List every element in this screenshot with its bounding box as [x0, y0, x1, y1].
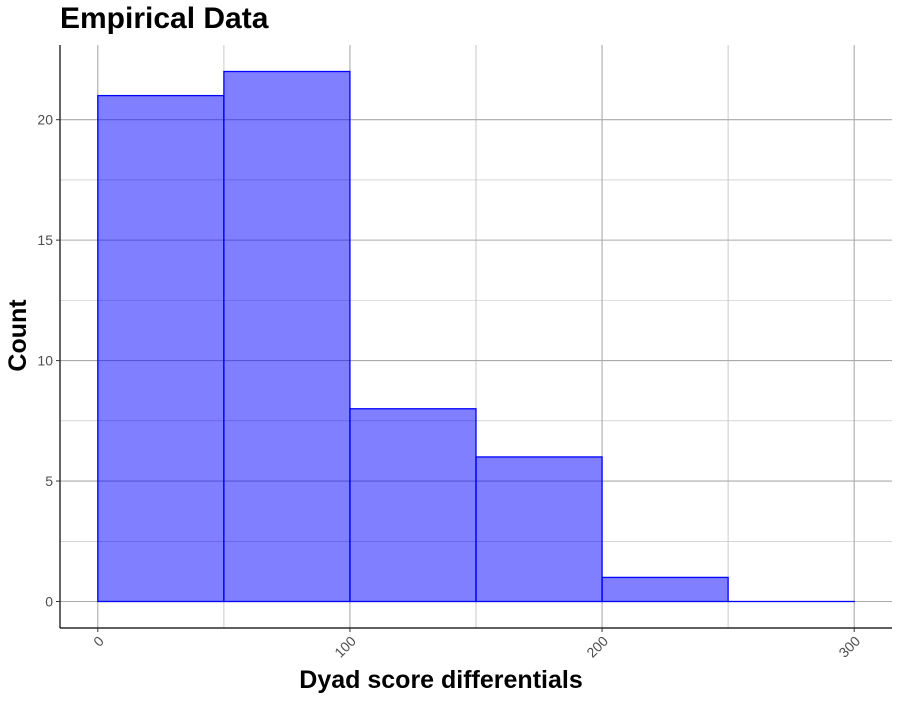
x-tick-label: 0 — [90, 633, 107, 650]
chart-title: Empirical Data — [60, 2, 268, 36]
histogram-bar — [476, 457, 602, 602]
histogram-bar — [98, 96, 224, 602]
x-tick-label: 100 — [331, 633, 359, 661]
histogram-bar — [350, 409, 476, 602]
y-axis-title: Count — [4, 299, 32, 372]
y-tick-label: 15 — [37, 232, 53, 248]
y-tick-label: 20 — [37, 112, 53, 128]
y-tick-label: 0 — [45, 594, 53, 610]
histogram-bar — [602, 577, 728, 601]
histogram-bar — [224, 72, 350, 602]
y-tick-label: 5 — [45, 473, 53, 489]
y-tick-label: 10 — [37, 353, 53, 369]
x-tick-label: 200 — [583, 633, 611, 661]
x-tick-label: 300 — [835, 633, 863, 661]
x-axis-title: Dyad score differentials — [299, 666, 582, 694]
